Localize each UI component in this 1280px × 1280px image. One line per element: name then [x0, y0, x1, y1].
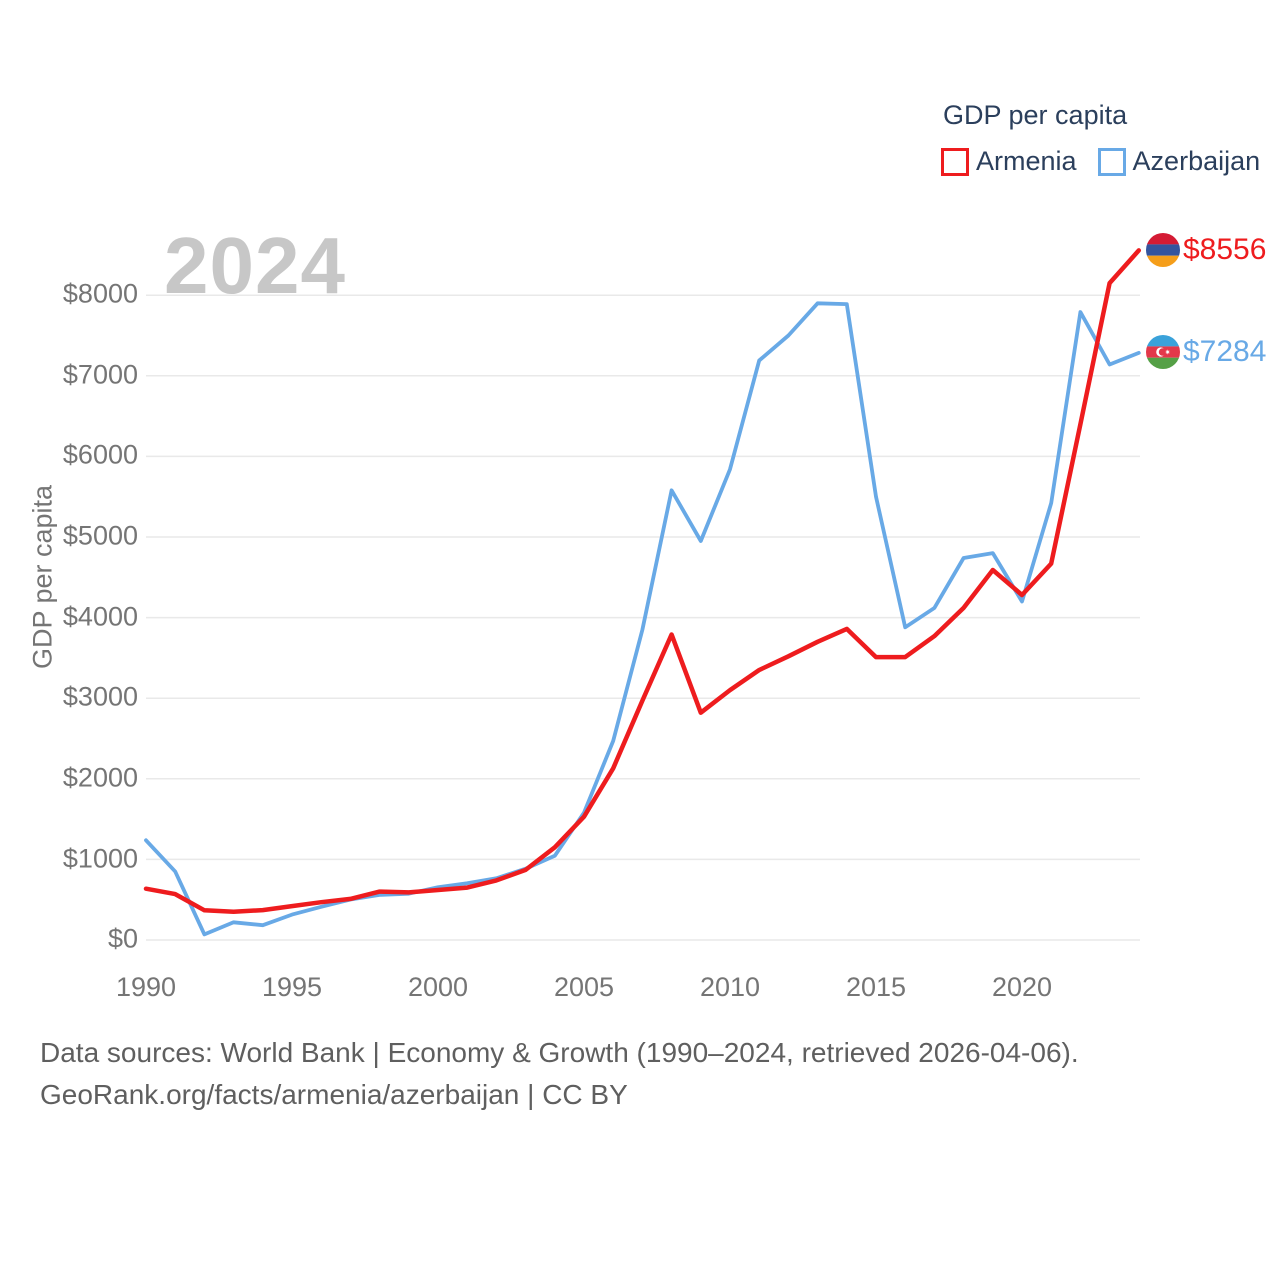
legend-item-armenia[interactable]: Armenia — [941, 146, 1077, 177]
armenia-flag-icon — [1146, 233, 1180, 267]
x-tick-label: 1990 — [115, 972, 177, 1002]
chart-legend: GDP per capita Armenia Azerbaijan — [941, 100, 1260, 177]
legend-item-azerbaijan[interactable]: Azerbaijan — [1097, 146, 1261, 177]
y-tick-label: $3000 — [62, 681, 138, 712]
azerbaijan-line[interactable] — [144, 301, 1141, 937]
azerbaijan-swatch-icon — [1097, 147, 1126, 176]
legend-label: Azerbaijan — [1132, 146, 1261, 176]
y-tick-label: $4000 — [62, 601, 138, 632]
armenia-end-value: $8556 — [1183, 233, 1267, 266]
legend-row: Armenia Azerbaijan — [941, 146, 1260, 177]
y-tick-label: $8000 — [62, 278, 138, 309]
y-tick-label: $0 — [107, 923, 138, 954]
attribution-line: GeoRank.org/facts/armenia/azerbaijan | C… — [40, 1079, 628, 1110]
azerbaijan-end-value: $7284 — [1183, 335, 1267, 368]
x-tick-label: 2020 — [991, 972, 1053, 1002]
armenia-line[interactable] — [143, 248, 1142, 915]
y-tick-label: $1000 — [62, 843, 138, 874]
y-tick-label: $2000 — [62, 762, 138, 793]
azerbaijan-flag-icon — [1146, 335, 1180, 369]
y-tick-label: $7000 — [62, 359, 138, 390]
armenia-swatch-icon — [941, 147, 969, 176]
y-tick-label: $5000 — [62, 520, 138, 551]
x-tick-label: 1995 — [261, 972, 323, 1002]
y-tick-label: $6000 — [62, 439, 138, 470]
x-tick-label: 2000 — [407, 972, 469, 1002]
legend-label: Armenia — [976, 146, 1077, 176]
x-tick-label: 2005 — [553, 972, 615, 1002]
series-lines — [143, 248, 1142, 937]
legend-title: GDP per capita — [943, 100, 1128, 130]
flag-layer — [1146, 233, 1180, 369]
footer: Data sources: World Bank | Economy & Gro… — [40, 1032, 1079, 1116]
data-sources-line: Data sources: World Bank | Economy & Gro… — [40, 1037, 1079, 1068]
watermark-year: 2024 — [164, 221, 346, 310]
y-axis-title: GDP per capita — [27, 484, 58, 670]
x-tick-label: 2015 — [845, 972, 907, 1002]
x-tick-label: 2010 — [699, 972, 761, 1002]
